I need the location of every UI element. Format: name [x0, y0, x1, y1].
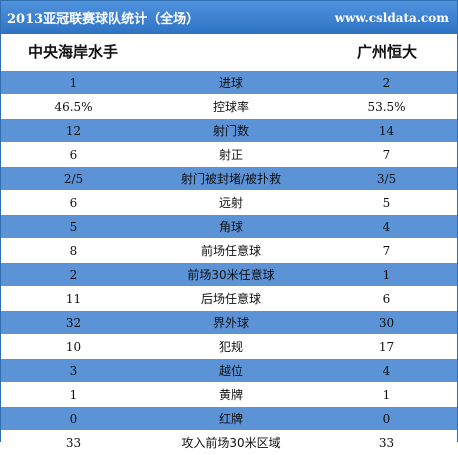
stat-row: 46.5% 控球率 53.5% — [1, 95, 457, 118]
home-value: 8 — [69, 243, 78, 258]
stat-label: 越位 — [218, 364, 243, 378]
away-value: 1 — [382, 267, 391, 282]
stat-label: 射门被封堵/被扑救 — [180, 172, 282, 186]
away-value: 53.5% — [367, 99, 406, 114]
home-value: 5 — [69, 219, 78, 234]
home-value: 3 — [69, 363, 78, 378]
stat-row: 2 前场30米任意球 1 — [1, 263, 457, 286]
away-team-name: 广州恒大 — [356, 43, 417, 61]
stat-label: 角球 — [218, 220, 243, 234]
stat-row: 10 犯规 17 — [1, 335, 457, 358]
away-value: 7 — [382, 243, 391, 258]
panel-title: 2013亚冠联赛球队统计（全场） — [7, 12, 200, 27]
stat-label: 犯规 — [218, 340, 243, 354]
away-value: 4 — [382, 363, 391, 378]
stat-label: 射门数 — [212, 124, 249, 138]
stat-row: 1 进球 2 — [1, 71, 457, 94]
stat-label: 攻入前场30米区域 — [181, 436, 281, 450]
stat-label: 控球率 — [212, 100, 249, 114]
stat-row: 8 前场任意球 7 — [1, 239, 457, 262]
stats-table: 1 进球 2 46.5% 控球率 53.5% 12 射门数 14 6 射正 7 2/5 射门被封堵/被扑救… — [1, 71, 457, 455]
home-team-name: 中央海岸水手 — [28, 43, 119, 61]
stat-row: 5 角球 4 — [1, 215, 457, 238]
home-value: 0 — [69, 411, 78, 426]
home-value: 10 — [65, 339, 82, 354]
stat-label: 黄牌 — [218, 388, 243, 402]
home-value: 6 — [69, 147, 78, 162]
home-value: 32 — [65, 315, 82, 330]
stat-label: 进球 — [218, 76, 243, 90]
away-value: 7 — [382, 147, 391, 162]
away-value: 17 — [378, 339, 395, 354]
away-value: 0 — [382, 411, 391, 426]
stat-row: 6 射正 7 — [1, 143, 457, 166]
home-value: 46.5% — [54, 99, 93, 114]
away-value: 14 — [378, 123, 395, 138]
stat-label: 远射 — [218, 196, 243, 210]
away-value: 30 — [378, 315, 395, 330]
stat-label: 前场30米任意球 — [187, 268, 275, 282]
stat-row: 6 远射 5 — [1, 191, 457, 214]
team-header: 中央海岸水手 广州恒大 — [1, 34, 457, 69]
home-value: 33 — [65, 435, 82, 450]
stat-row: 12 射门数 14 — [1, 119, 457, 142]
stat-row: 32 界外球 30 — [1, 311, 457, 334]
away-value: 4 — [382, 219, 391, 234]
home-value: 11 — [65, 291, 82, 306]
stat-label: 射正 — [218, 148, 243, 162]
home-value: 1 — [69, 75, 78, 90]
home-value: 2 — [69, 267, 78, 282]
stat-row: 3 越位 4 — [1, 359, 457, 382]
away-value: 6 — [382, 291, 391, 306]
stat-label: 后场任意球 — [200, 292, 261, 306]
home-value: 1 — [69, 387, 78, 402]
home-value: 12 — [65, 123, 82, 138]
stat-row: 33 攻入前场30米区域 33 — [1, 431, 457, 454]
stat-label: 红牌 — [218, 412, 243, 426]
away-value: 33 — [378, 435, 395, 450]
stat-row: 11 后场任意球 6 — [1, 287, 457, 310]
title-banner: 2013亚冠联赛球队统计（全场） www.csldata.com — [1, 1, 457, 34]
away-value: 5 — [382, 195, 391, 210]
stat-row: 1 黄牌 1 — [1, 383, 457, 406]
stat-row: 2/5 射门被封堵/被扑救 3/5 — [1, 167, 457, 190]
site-link[interactable]: www.csldata.com — [334, 10, 449, 25]
away-value: 2 — [382, 75, 391, 90]
stat-label: 前场任意球 — [200, 244, 261, 258]
stat-label: 界外球 — [212, 316, 249, 330]
stat-row: 0 红牌 0 — [1, 407, 457, 430]
away-value: 3/5 — [376, 171, 397, 186]
home-value: 2/5 — [63, 171, 84, 186]
away-value: 1 — [382, 387, 391, 402]
home-value: 6 — [69, 195, 78, 210]
